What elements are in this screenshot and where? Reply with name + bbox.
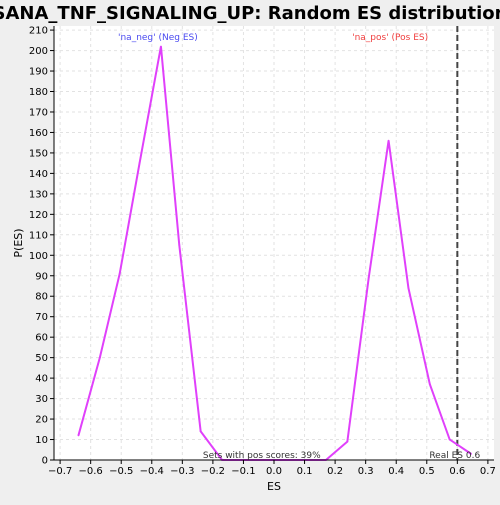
x-tick-label: 0.0	[266, 466, 282, 477]
y-tick-label: 140	[29, 169, 48, 180]
y-tick-label: 40	[35, 374, 48, 385]
y-tick-label: 30	[35, 394, 48, 405]
data-point	[98, 356, 101, 359]
neg-es-label: 'na_neg' (Neg ES)	[118, 33, 198, 43]
data-point	[470, 452, 472, 455]
y-axis-ticks: 0 10 20 30 40 50 60 70 80 90 100 110 120 130 140 150 160…	[29, 26, 54, 467]
data-point	[77, 434, 80, 437]
y-tick-label: 120	[29, 210, 48, 221]
data-point	[346, 440, 349, 443]
real-es-label: Real ES 0.6	[429, 451, 480, 461]
y-tick-label: 90	[35, 271, 48, 282]
x-tick-label: 0.5	[419, 466, 435, 477]
y-tick-label: 60	[35, 333, 48, 344]
y-tick-label: 160	[29, 128, 48, 139]
y-tick-label: 80	[35, 292, 48, 303]
x-tick-label: 0.6	[449, 466, 465, 477]
data-point	[199, 430, 202, 433]
data-point	[367, 276, 370, 279]
y-axis-label: P(ES)	[12, 228, 25, 257]
x-tick-label: 0.7	[480, 466, 496, 477]
chart-title: SANA_TNF_SIGNALING_UP: Random ES distrib…	[0, 3, 500, 24]
x-tick-label: −0.5	[109, 466, 133, 477]
data-point	[387, 139, 390, 142]
y-tick-label: 170	[29, 107, 48, 118]
x-tick-label: 0.2	[327, 466, 343, 477]
x-tick-label: 0.1	[297, 466, 313, 477]
data-point	[160, 45, 162, 48]
x-axis-label: ES	[267, 480, 281, 493]
gridlines	[54, 26, 494, 461]
x-tick-label: −0.4	[140, 466, 164, 477]
y-tick-label: 130	[29, 189, 48, 200]
y-tick-label: 70	[35, 312, 48, 323]
data-point	[178, 244, 181, 246]
y-tick-label: 110	[29, 230, 48, 241]
x-tick-label: −0.7	[48, 466, 72, 477]
x-tick-label: 0.4	[388, 466, 404, 477]
y-tick-label: 20	[35, 415, 48, 426]
x-tick-label: 0.3	[358, 466, 374, 477]
x-tick-label: −0.1	[231, 466, 255, 477]
y-tick-label: 180	[29, 87, 48, 98]
y-tick-label: 200	[29, 46, 48, 57]
x-tick-label: −0.3	[170, 466, 194, 477]
y-tick-label: 150	[29, 148, 48, 159]
x-axis-ticks: −0.7 −0.6 −0.5 −0.4 −0.3 −0.2 −0.1 0.0 0.1 0.2 0.3…	[48, 460, 496, 477]
y-tick-label: 10	[35, 435, 48, 446]
pos-es-label: 'na_pos' (Pos ES)	[352, 33, 428, 43]
x-tick-label: −0.2	[201, 466, 225, 477]
data-point	[407, 287, 410, 289]
y-tick-label: 0	[42, 456, 48, 467]
y-tick-label: 210	[29, 26, 48, 37]
y-tick-label: 50	[35, 353, 48, 364]
data-point	[118, 272, 121, 275]
data-point	[138, 162, 141, 165]
pos-scores-note: Sets with pos scores: 39%	[203, 451, 321, 461]
y-tick-label: 190	[29, 67, 48, 78]
data-point	[428, 383, 431, 386]
y-tick-label: 100	[29, 251, 48, 262]
x-tick-label: −0.6	[79, 466, 103, 477]
data-point	[448, 438, 451, 441]
